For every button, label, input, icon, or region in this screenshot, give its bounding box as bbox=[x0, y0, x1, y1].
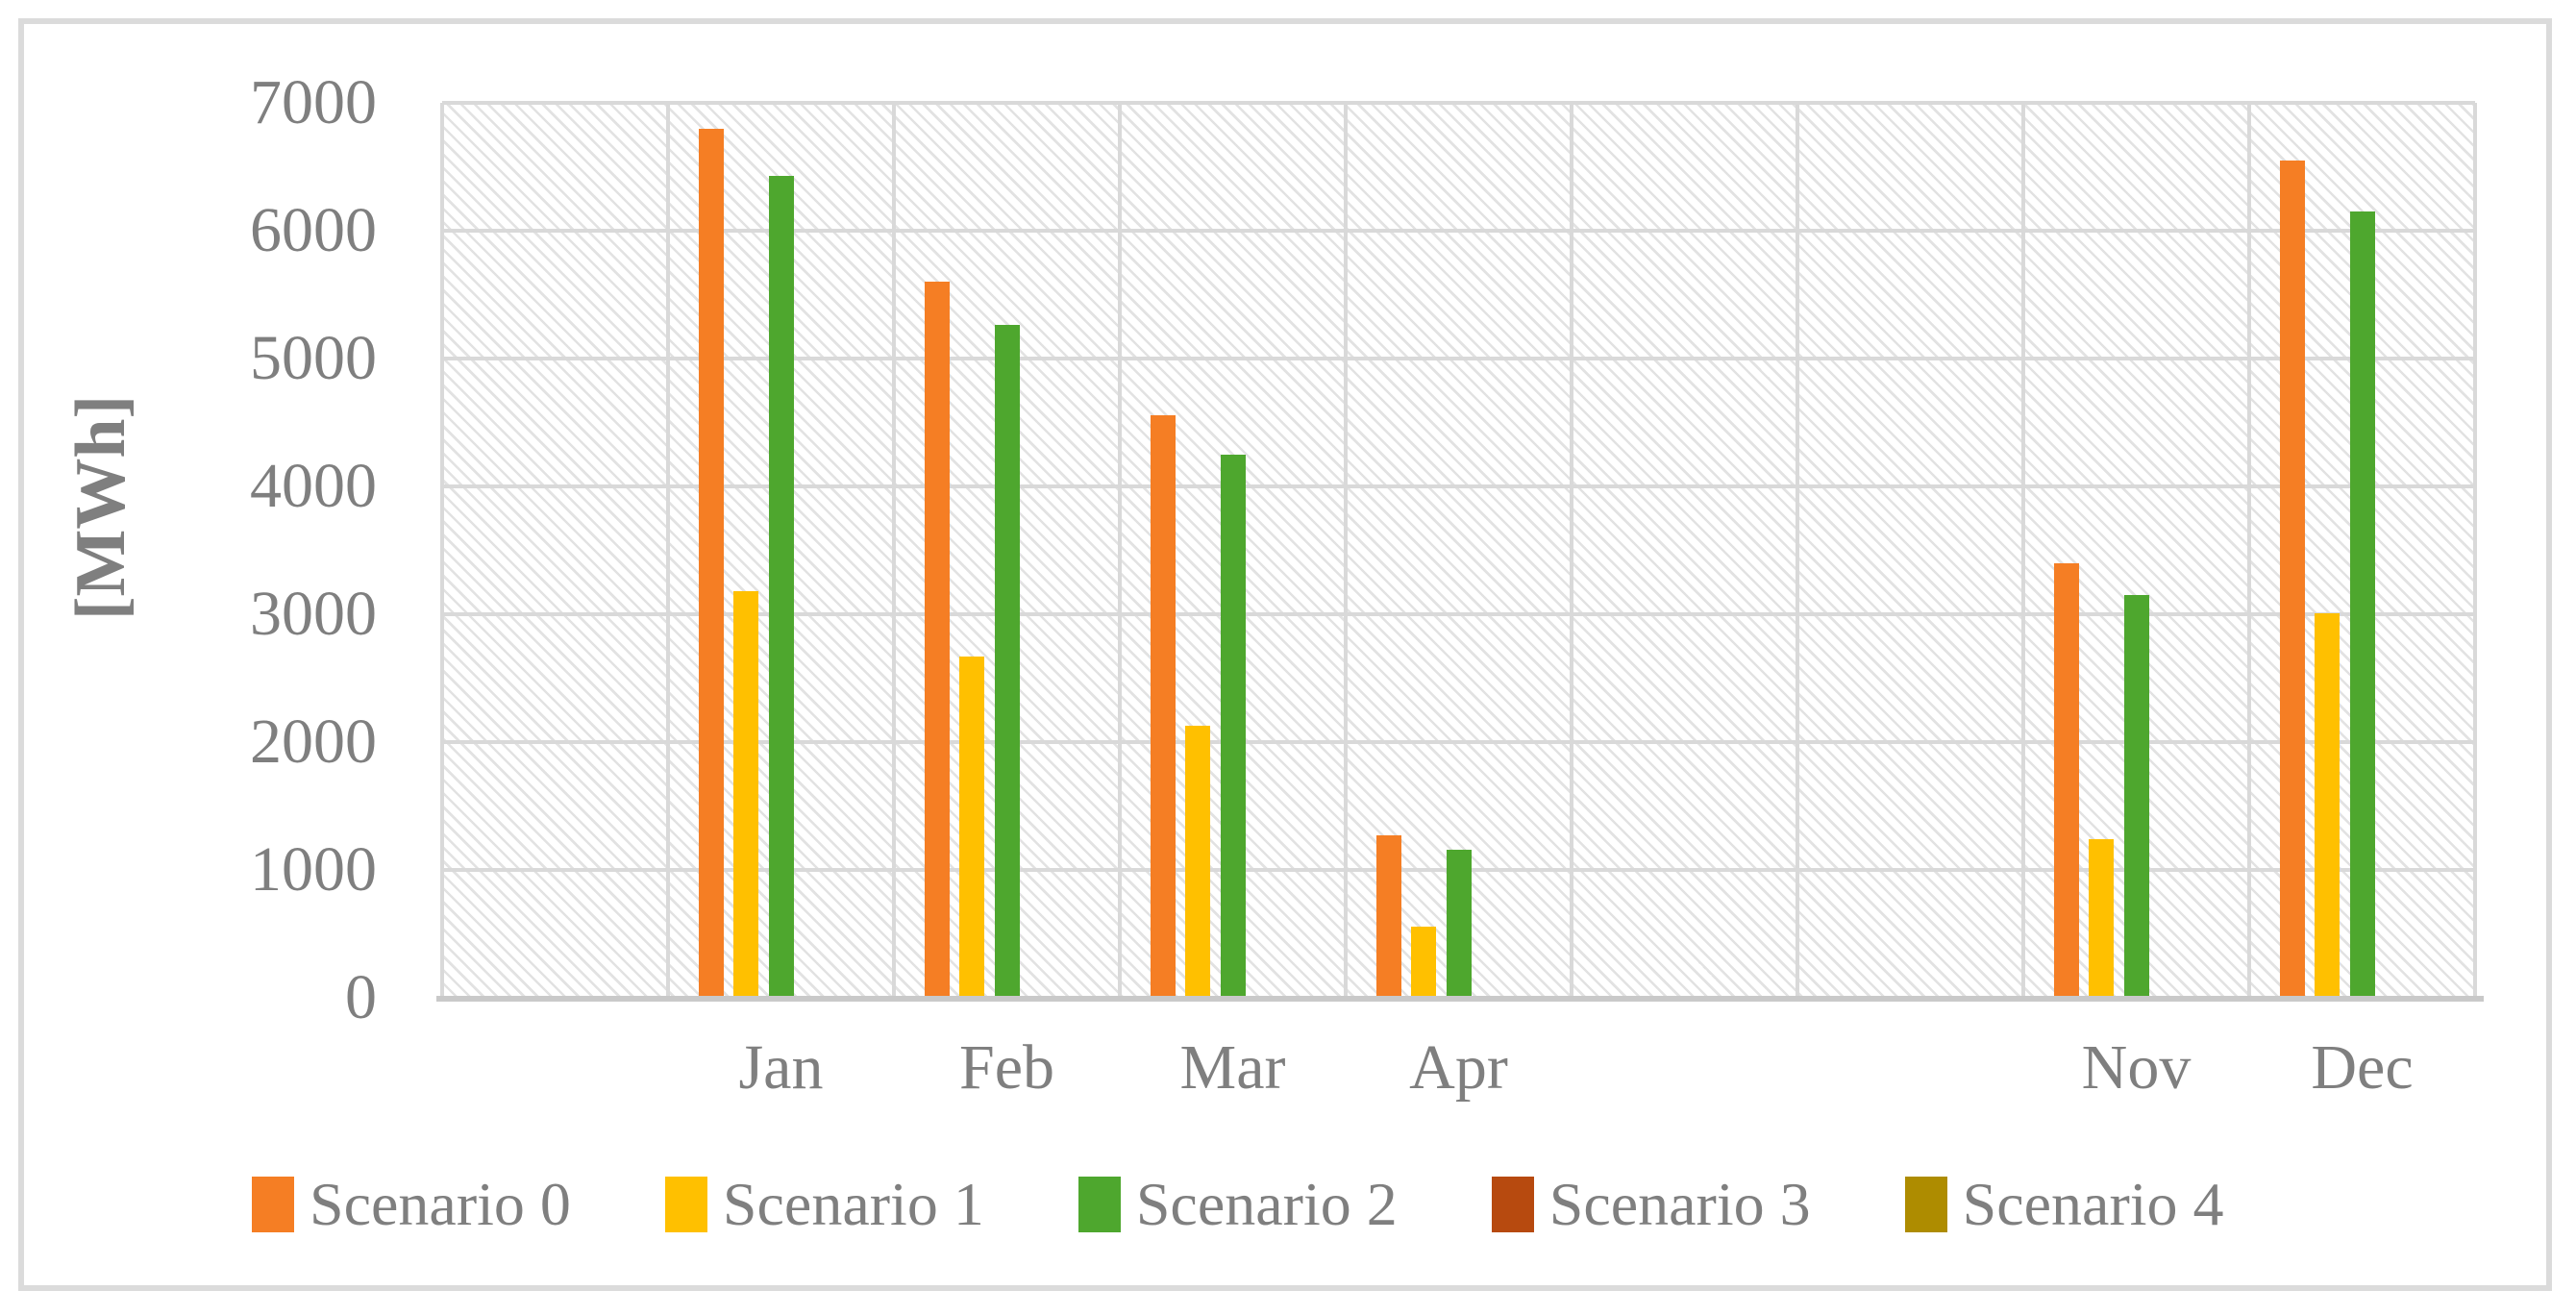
bar-scenario-0-nov bbox=[2053, 562, 2079, 998]
gridline-v-0 bbox=[440, 103, 444, 998]
y-tick-label-6000: 6000 bbox=[250, 195, 377, 265]
x-label-dec: Dec bbox=[2311, 1032, 2414, 1103]
bar-scenario-0-dec bbox=[2279, 160, 2305, 998]
bar-scenario-0-apr bbox=[1375, 835, 1401, 998]
x-label-jan: Jan bbox=[738, 1032, 824, 1103]
legend-item-scenario-0: Scenario 0 bbox=[252, 1171, 571, 1238]
gridline-v-7 bbox=[2021, 103, 2025, 998]
bar-scenario-0-feb bbox=[924, 282, 950, 998]
bar-scenario-2-feb bbox=[994, 325, 1020, 998]
bar-scenario-2-apr bbox=[1446, 849, 1472, 998]
x-axis-line bbox=[436, 996, 2484, 1002]
bar-scenario-1-feb bbox=[959, 656, 984, 998]
gridline-v-5 bbox=[1570, 103, 1573, 998]
bar-scenario-1-dec bbox=[2315, 612, 2340, 998]
gridline-h-3000 bbox=[442, 612, 2475, 616]
gridline-v-3 bbox=[1118, 103, 1122, 998]
bar-scenario-1-jan bbox=[733, 591, 758, 998]
bar-scenario-1-nov bbox=[2089, 839, 2114, 998]
bar-scenario-2-nov bbox=[2123, 595, 2149, 998]
legend-item-scenario-3: Scenario 3 bbox=[1491, 1170, 1811, 1238]
bar-scenario-2-jan bbox=[768, 175, 794, 998]
gridline-v-1 bbox=[666, 103, 670, 998]
plot-area bbox=[440, 101, 2477, 1000]
bar-scenario-2-dec bbox=[2349, 211, 2375, 998]
legend-label-scenario-2: Scenario 2 bbox=[1135, 1170, 1398, 1238]
gridline-v-2 bbox=[892, 103, 896, 998]
y-tick-label-3000: 3000 bbox=[250, 579, 377, 649]
bar-scenario-1-apr bbox=[1411, 926, 1436, 998]
bar-scenario-0-jan bbox=[698, 128, 724, 998]
gridline-v-6 bbox=[1796, 103, 1799, 998]
y-axis-title: [MWh] bbox=[62, 394, 140, 621]
bar-scenario-0-mar bbox=[1150, 414, 1176, 998]
legend-item-scenario-1: Scenario 1 bbox=[664, 1170, 984, 1238]
gridline-h-5000 bbox=[442, 357, 2475, 360]
x-label-apr: Apr bbox=[1409, 1032, 1508, 1103]
legend-label-scenario-3: Scenario 3 bbox=[1548, 1170, 1811, 1238]
legend-label-scenario-4: Scenario 4 bbox=[1962, 1170, 2224, 1238]
gridline-v-8 bbox=[2247, 103, 2251, 998]
legend-label-scenario-1: Scenario 1 bbox=[722, 1170, 984, 1238]
y-tick-label-4000: 4000 bbox=[250, 451, 377, 521]
legend-item-scenario-2: Scenario 2 bbox=[1077, 1170, 1398, 1238]
x-label-feb: Feb bbox=[959, 1032, 1054, 1103]
y-tick-label-1000: 1000 bbox=[250, 834, 377, 905]
legend-swatch-scenario-0 bbox=[252, 1177, 294, 1232]
bar-scenario-1-mar bbox=[1185, 725, 1210, 998]
x-label-nov: Nov bbox=[2081, 1032, 2192, 1103]
y-tick-label-7000: 7000 bbox=[250, 67, 377, 137]
legend-label-scenario-0: Scenario 0 bbox=[310, 1170, 571, 1238]
y-tick-label-5000: 5000 bbox=[250, 323, 377, 393]
gridline-h-7000 bbox=[442, 101, 2475, 105]
gridline-h-2000 bbox=[442, 740, 2475, 744]
gridline-v-4 bbox=[1344, 103, 1348, 998]
legend-item-scenario-4: Scenario 4 bbox=[1904, 1170, 2224, 1238]
legend: Scenario 0 Scenario 1 Scenario 2 Scenario 3… bbox=[252, 1171, 2224, 1238]
gridline-v-9 bbox=[2473, 103, 2477, 998]
legend-swatch-scenario-4 bbox=[1904, 1177, 1947, 1232]
legend-swatch-scenario-1 bbox=[664, 1177, 707, 1232]
legend-swatch-scenario-3 bbox=[1491, 1177, 1534, 1232]
x-label-mar: Mar bbox=[1179, 1032, 1286, 1103]
y-tick-label-0: 0 bbox=[345, 962, 377, 1032]
y-tick-label-2000: 2000 bbox=[250, 707, 377, 777]
legend-swatch-scenario-2 bbox=[1077, 1177, 1121, 1232]
gridline-h-4000 bbox=[442, 484, 2475, 488]
gridline-h-6000 bbox=[442, 229, 2475, 233]
bar-scenario-2-mar bbox=[1220, 454, 1246, 998]
